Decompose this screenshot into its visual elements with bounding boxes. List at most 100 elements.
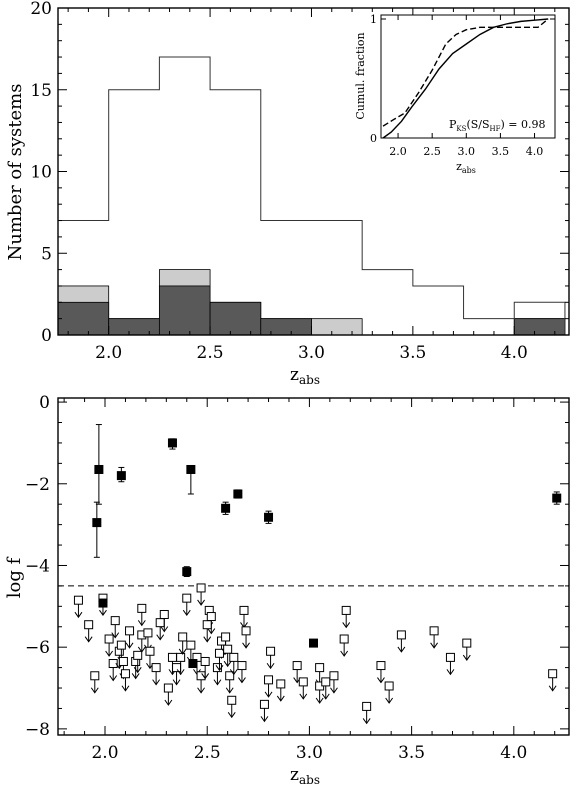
- scatter-frame: [57, 397, 570, 736]
- upper-limit-square: [462, 638, 472, 648]
- upper-limit-square: [229, 652, 239, 662]
- upper-limit-markers: [73, 583, 558, 725]
- upper-limit-point: [384, 681, 394, 704]
- upper-limit-point: [73, 595, 83, 619]
- upper-limit-square: [298, 677, 308, 687]
- upper-limit-square: [376, 661, 386, 671]
- detection-point: [186, 464, 196, 495]
- upper-limit-arrow-head: [156, 634, 165, 641]
- upper-limit-arrow-head: [330, 687, 338, 694]
- upper-limit-square: [196, 583, 206, 593]
- histogram-x-tick-label: 3.5: [399, 343, 426, 363]
- inset-solid-line: [382, 18, 549, 139]
- upper-limit-point: [227, 695, 237, 719]
- upper-limit-square: [90, 671, 100, 681]
- upper-limit-square: [125, 626, 135, 636]
- upper-limit-arrow-head: [203, 636, 212, 643]
- detection-point: [94, 424, 104, 505]
- histogram-y-tick-label: 10: [30, 163, 52, 183]
- upper-limit-square: [176, 652, 186, 662]
- upper-limit-point: [176, 652, 186, 676]
- upper-limit-arrow-head: [340, 650, 349, 657]
- scatter-y-tick-label: −8: [25, 720, 50, 740]
- upper-limit-arrow-head: [133, 667, 142, 674]
- upper-limit-point: [137, 603, 147, 627]
- upper-limit-point: [462, 638, 472, 661]
- upper-limit-point: [202, 620, 212, 643]
- inset-x-tick-label: 2.0: [389, 145, 407, 158]
- upper-limit-square: [239, 605, 249, 615]
- upper-limit-arrow-head: [182, 609, 191, 617]
- detection-point: [167, 438, 177, 450]
- upper-limit-square: [315, 663, 325, 673]
- inset-y-tick-label: 1: [370, 13, 377, 26]
- upper-limit-arrow-head: [238, 677, 246, 684]
- upper-limit-square: [182, 593, 192, 603]
- upper-limit-point: [172, 663, 182, 686]
- upper-limit-arrow-head: [201, 673, 210, 680]
- histogram-dark-bar: [513, 318, 566, 336]
- upper-limit-point: [131, 656, 141, 680]
- upper-limit-arrow-head: [223, 660, 232, 668]
- upper-limit-square: [396, 630, 406, 640]
- upper-limit-point: [159, 609, 169, 633]
- upper-limit-square: [259, 699, 269, 709]
- upper-limit-square: [167, 652, 177, 662]
- upper-limit-square: [341, 605, 351, 615]
- upper-limit-arrow-head: [176, 669, 185, 676]
- upper-limit-square: [178, 632, 188, 642]
- upper-limit-arrow-head: [299, 693, 308, 700]
- upper-limit-square: [321, 677, 331, 687]
- inset-y-tick-label: 0: [370, 132, 377, 145]
- upper-limit-arrow-head: [362, 718, 371, 725]
- upper-limit-arrow-head: [111, 632, 120, 639]
- upper-limit-point: [133, 650, 143, 674]
- histogram-x-tick-label: 2.5: [197, 343, 224, 363]
- upper-limit-arrow-head: [152, 679, 161, 686]
- upper-limit-square: [266, 646, 276, 656]
- upper-limit-square: [223, 644, 233, 654]
- upper-limit-square: [237, 661, 247, 671]
- upper-limit-arrow-head: [84, 636, 93, 643]
- upper-limit-square: [104, 634, 114, 644]
- upper-limit-arrow-head: [229, 669, 238, 676]
- histogram-y-tick-label: 20: [30, 0, 52, 19]
- upper-limit-point: [264, 675, 274, 698]
- histogram-y-axis-label: Number of systems: [5, 84, 26, 261]
- histogram-x-tick-label: 4.0: [501, 343, 528, 363]
- histogram-ticks: [58, 7, 569, 336]
- scatter-y-tick-label: −6: [25, 638, 50, 658]
- upper-limit-arrow-head: [105, 650, 114, 657]
- upper-limit-square: [133, 650, 143, 660]
- scatter-x-tick-label: 2.5: [194, 743, 221, 763]
- upper-limit-arrow-head: [548, 685, 557, 692]
- upper-limit-arrow-head: [90, 687, 99, 694]
- upper-limit-arrow-head: [342, 622, 351, 629]
- upper-limit-arrow-head: [137, 646, 146, 653]
- upper-limit-point: [90, 671, 100, 694]
- upper-limit-point: [151, 663, 161, 686]
- upper-limit-arrow-head: [99, 609, 107, 617]
- inset-ticks: [381, 15, 555, 139]
- histogram-total-outline: [57, 56, 566, 335]
- upper-limit-square: [276, 679, 286, 689]
- upper-limit-square: [445, 652, 455, 662]
- upper-limit-point: [200, 656, 210, 680]
- upper-limit-square: [214, 648, 224, 658]
- upper-limit-point: [241, 626, 251, 649]
- detection-point: [221, 501, 231, 515]
- upper-limit-square: [120, 669, 130, 679]
- inset-x-tick-labels: 2.0 2.5 3.0 3.5 4.0: [389, 145, 543, 158]
- detection-point: [116, 466, 126, 483]
- histogram-dark-bar: [260, 318, 312, 336]
- upper-limit-arrow-head: [430, 642, 439, 649]
- detection-square: [186, 464, 196, 474]
- upper-limit-square: [186, 640, 196, 650]
- upper-limit-arrow-head: [109, 675, 118, 682]
- upper-limit-point: [182, 593, 192, 617]
- upper-limit-point: [276, 679, 286, 702]
- upper-limit-point: [163, 683, 173, 706]
- upper-limit-point: [225, 671, 235, 694]
- upper-limit-point: [223, 644, 233, 668]
